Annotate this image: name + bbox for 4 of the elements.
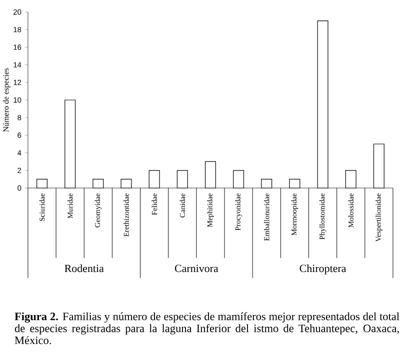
text: Carnivora — [174, 264, 218, 272]
text: Figura 2. Familias y número de especies de mamíferos mejor representados del total de especies registradas para la laguna Inferior del istmo de Tehuantepec, Oaxaca, México. — [14, 312, 400, 344]
text: Chiroptera — [300, 264, 346, 274]
text: Rodentia — [64, 264, 104, 272]
